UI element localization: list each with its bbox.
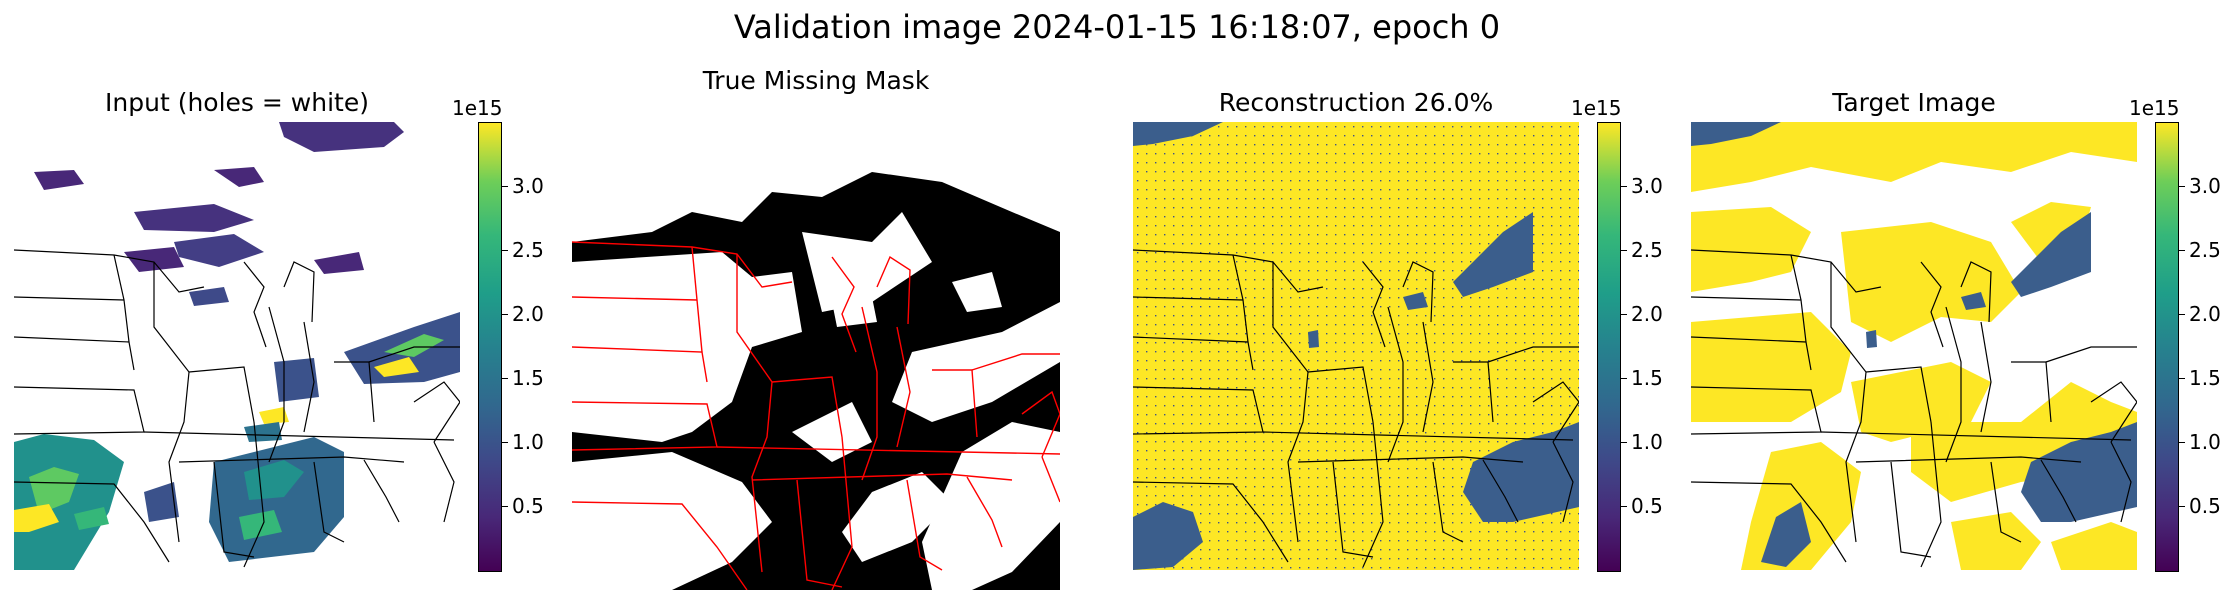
colorbar-tick-label: 0.5 — [1621, 494, 1663, 518]
map-target — [1691, 122, 2137, 570]
colorbar-tick-label: 0.5 — [502, 494, 544, 518]
map-reconstruction — [1133, 122, 1579, 570]
colorbar-tick-label: 3.0 — [502, 174, 544, 198]
colorbar-input — [478, 122, 502, 572]
panel-title-reconstruction: Reconstruction 26.0% — [1218, 88, 1494, 117]
reconstruction-low-patches — [1133, 122, 1579, 570]
map-target-svg — [1691, 122, 2137, 570]
target-state-borders — [1691, 249, 2137, 568]
colorbar-tick-label: 2.5 — [502, 238, 544, 262]
colorbar-tick-label: 2.0 — [502, 302, 544, 326]
colorbar-tick-label: 2.5 — [1621, 238, 1663, 262]
map-input — [14, 122, 460, 570]
mask-state-borders — [572, 241, 1060, 590]
colorbar-tick-label: 2.5 — [2179, 238, 2221, 262]
figure-suptitle: Validation image 2024-01-15 16:18:07, ep… — [733, 8, 1501, 46]
colorbar-tick-label: 1.5 — [1621, 366, 1663, 390]
colorbar-target — [2155, 122, 2179, 572]
colorbar-input-exponent: 1e15 — [452, 96, 503, 120]
map-reconstruction-svg — [1133, 122, 1579, 570]
colorbar-reconstruction — [1597, 122, 1621, 572]
colorbar-reconstruction-exponent: 1e15 — [1571, 96, 1622, 120]
panel-title-input: Input (holes = white) — [105, 88, 369, 117]
target-low-patches — [1691, 122, 2137, 567]
colorbar-tick-label: 2.0 — [2179, 302, 2221, 326]
mask-missing-regions — [572, 102, 1060, 590]
colorbar-tick-label: 1.5 — [502, 366, 544, 390]
map-mask-svg — [572, 102, 1060, 590]
colorbar-tick-label: 1.0 — [2179, 430, 2221, 454]
panel-title-target: Target Image — [1832, 88, 1996, 117]
colorbar-tick-label: 2.0 — [1621, 302, 1663, 326]
map-mask — [572, 102, 1060, 590]
colorbar-tick-label: 0.5 — [2179, 494, 2221, 518]
colorbar-tick-label: 1.0 — [1621, 430, 1663, 454]
colorbar-target-exponent: 1e15 — [2129, 96, 2180, 120]
input-state-borders — [14, 249, 460, 568]
colorbar-tick-label: 3.0 — [2179, 174, 2221, 198]
reconstruction-state-borders — [1133, 249, 1579, 568]
colorbar-tick-label: 1.5 — [2179, 366, 2221, 390]
map-input-svg — [14, 122, 460, 570]
input-cloud-patches — [14, 122, 460, 570]
colorbar-tick-label: 1.0 — [502, 430, 544, 454]
colorbar-tick-label: 3.0 — [1621, 174, 1663, 198]
panel-title-mask: True Missing Mask — [702, 66, 930, 95]
